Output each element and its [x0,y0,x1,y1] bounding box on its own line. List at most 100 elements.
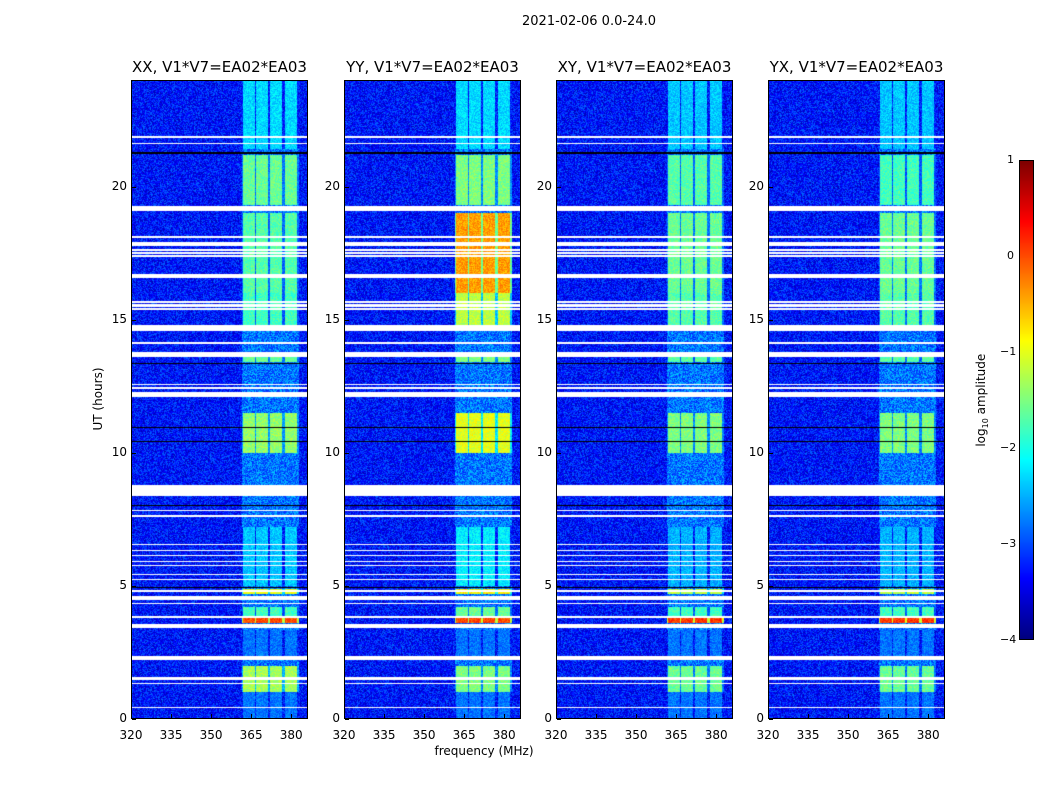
y-tick-label: 10 [748,444,764,459]
panel-yx: YX, V1*V7=EA02*EA03 320 335 350 365 380 0 5 10 15… [749,58,945,742]
x-tick-label: 335 [372,728,396,742]
x-tick-mark [424,714,426,718]
y-tick-label: 5 [119,577,127,592]
y-tick-mark [557,319,561,321]
x-tick-mark [251,714,253,718]
x-axis-label: frequency (MHz) [434,744,534,758]
panel-title: XY, V1*V7=EA02*EA03 [557,58,732,76]
x-tick-label: 365 [452,728,476,742]
x-tick-mark [556,714,557,718]
y-tick-label: 15 [111,311,127,326]
heatmap-yx [768,80,945,719]
x-tick-label: 350 [412,728,436,742]
panel-yy: YY, V1*V7=EA02*EA03 320 335 350 365 380 0 5 10 15… [325,58,521,742]
y-tick-mark [769,319,773,321]
heatmap-xy [556,80,733,719]
x-tick-mark [596,714,598,718]
x-tick-mark [808,714,810,718]
y-axis-label: UT (hours) [91,367,105,431]
x-tick-mark [211,714,213,718]
y-tick-mark [769,186,773,188]
y-tick-mark [132,319,136,321]
y-tick-label: 5 [332,577,340,592]
y-tick-mark [557,585,561,587]
x-tick-mark [848,714,850,718]
y-tick-label: 0 [332,711,340,725]
y-tick-label: 15 [324,311,340,326]
x-tick-label: 365 [664,728,688,742]
x-tick-label: 335 [159,728,183,742]
x-tick-label: 350 [199,728,223,742]
y-tick-mark [769,452,773,454]
y-tick-label: 20 [536,178,552,193]
y-tick-label: 15 [748,311,764,326]
x-tick-mark [888,714,890,718]
y-tick-mark [769,719,773,720]
y-tick-mark [132,452,136,454]
colorbar-tick-label: 0 [1007,249,1014,262]
colorbar [1019,160,1034,640]
x-tick-label: 320 [119,728,143,742]
panel-xx: XX, V1*V7=EA02*EA03 320 335 350 365 380 0 5 10 15… [112,58,308,742]
y-tick-label: 0 [119,711,127,725]
y-tick-mark [345,319,349,321]
panel-title: YX, V1*V7=EA02*EA03 [769,58,944,76]
y-tick-label: 20 [111,178,127,193]
axes-frame [344,80,521,719]
y-tick-label: 10 [536,444,552,459]
x-tick-mark [676,714,678,718]
x-tick-label: 350 [836,728,860,742]
y-tick-label: 15 [536,311,552,326]
y-tick-mark [345,452,349,454]
colorbar-label-rest: amplitude [973,353,988,419]
y-tick-mark [345,719,349,720]
y-tick-label: 0 [756,711,764,725]
x-tick-label: 320 [332,728,356,742]
y-tick-mark [557,452,561,454]
colorbar-label: log10 amplitude [974,340,990,460]
x-tick-mark [344,714,345,718]
x-tick-label: 380 [279,728,303,742]
y-tick-mark [132,186,136,188]
x-tick-label: 380 [704,728,728,742]
colorbar-label-sub: 10 [981,418,991,429]
x-tick-mark [716,714,718,718]
x-tick-label: 335 [796,728,820,742]
panel-xy: XY, V1*V7=EA02*EA03 320 335 350 365 380 0 5 10 15… [537,58,733,742]
x-tick-mark [384,714,386,718]
colorbar-tick-label: −4 [1000,633,1017,646]
y-tick-label: 0 [544,711,552,725]
x-tick-label: 365 [239,728,263,742]
x-tick-mark [504,714,506,718]
y-tick-mark [557,186,561,188]
x-tick-label: 365 [876,728,900,742]
axes-frame [131,80,308,719]
panel-title: YY, V1*V7=EA02*EA03 [346,58,519,76]
y-tick-mark [557,719,561,720]
colorbar-tick-label: −2 [1000,441,1017,454]
panel-title: XX, V1*V7=EA02*EA03 [132,58,307,76]
axes-frame [556,80,733,719]
y-tick-label: 20 [748,178,764,193]
x-tick-label: 350 [624,728,648,742]
y-tick-label: 10 [324,444,340,459]
heatmap-xx [131,80,308,719]
x-tick-mark [171,714,173,718]
x-tick-label: 380 [916,728,940,742]
x-tick-mark [768,714,769,718]
y-tick-label: 5 [544,577,552,592]
x-tick-label: 380 [492,728,516,742]
y-tick-mark [769,585,773,587]
y-tick-label: 5 [756,577,764,592]
figure-suptitle: 2021-02-06 0.0-24.0 [522,14,656,29]
y-tick-mark [132,585,136,587]
y-tick-mark [345,585,349,587]
x-tick-label: 320 [756,728,780,742]
y-tick-label: 10 [111,444,127,459]
colorbar-tick-label: −3 [1000,537,1017,550]
colorbar-tick-label: 1 [1007,153,1014,166]
y-tick-mark [345,186,349,188]
y-tick-mark [132,719,136,720]
x-tick-mark [464,714,466,718]
